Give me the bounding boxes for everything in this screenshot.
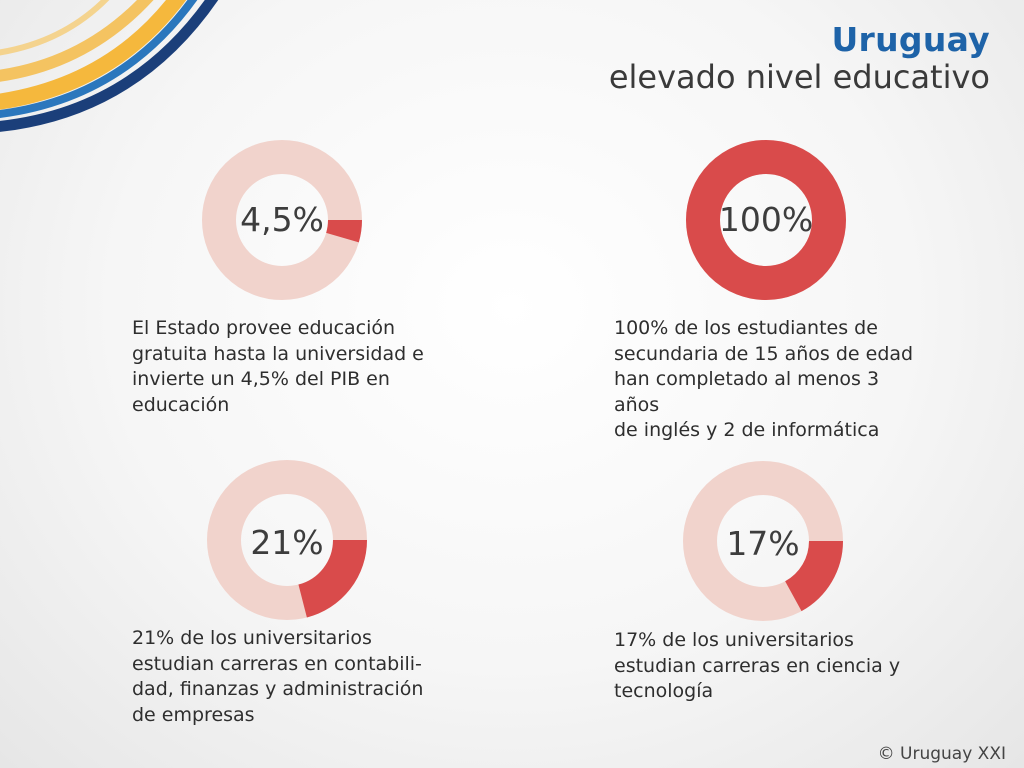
- donut-value-label: 4,5%: [240, 200, 324, 239]
- stat-caption: 100% de los estudiantes de secundaria de…: [614, 317, 914, 441]
- donut-chart: [207, 460, 367, 620]
- donut-value-slice: [784, 540, 843, 612]
- donut-value-label: 100%: [718, 200, 814, 239]
- stat-card-education-budget: 4,5% El Estado provee educación gratuita…: [130, 140, 430, 430]
- donut-chart: [202, 140, 362, 300]
- stat-card-business-studies: 21% 21% de los universitarios estudian c…: [130, 460, 430, 740]
- donut-value-label: 21%: [250, 523, 324, 562]
- corner-decoration: [0, 0, 219, 132]
- donut-chart: [683, 461, 843, 621]
- page-title: Uruguay: [831, 20, 990, 59]
- stat-card-english-informatics: 100% 100% de los estudiantes de secundar…: [612, 140, 922, 441]
- donut-value-slice: [297, 539, 367, 618]
- donut-value-label: 17%: [726, 524, 800, 563]
- stat-card-science-technology: 17% 17% de los universitarios estudian c…: [612, 460, 922, 720]
- donut-value-slice: [326, 219, 362, 243]
- stat-caption: 17% de los universitarios estudian carre…: [614, 629, 901, 702]
- stat-caption: El Estado provee educación gratuita hast…: [132, 317, 424, 416]
- page-subtitle: elevado nivel educativo: [608, 58, 990, 96]
- copyright-notice: © Uruguay XXI: [877, 744, 1006, 764]
- stat-caption: 21% de los universitarios estudian carre…: [132, 627, 424, 726]
- donut-value-slice: [686, 140, 846, 300]
- donut-chart: [686, 140, 846, 300]
